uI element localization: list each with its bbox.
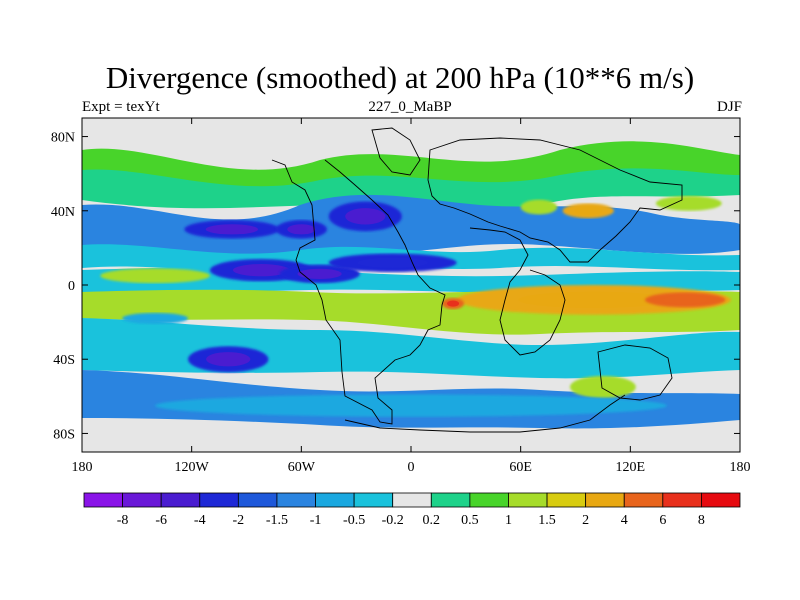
- coastlines: [271, 127, 683, 433]
- coast-americas: [271, 159, 446, 425]
- colorbar-label: 1.5: [538, 513, 556, 528]
- colorbar-swatch: [353, 492, 394, 508]
- field-feature-core: [287, 224, 316, 235]
- field-feature-core: [345, 208, 386, 225]
- colorbar-swatch: [122, 492, 162, 508]
- colorbar-swatch: [701, 492, 741, 508]
- map-title: Divergence (smoothed) at 200 hPa (10**6 …: [105, 60, 695, 95]
- colorbar-label: 0.5: [461, 513, 479, 528]
- colorbar-swatch: [160, 492, 201, 508]
- colorbar-swatch: [546, 492, 587, 508]
- colorbar-swatch: [662, 492, 702, 508]
- coast-australia: [597, 344, 673, 401]
- colorbar-label: -4: [194, 513, 206, 528]
- colorbar-swatch: [585, 492, 625, 508]
- band-polar-neutral: [82, 418, 740, 452]
- field-feature: [520, 199, 558, 215]
- field-feature: [570, 375, 636, 399]
- x-tick-label: 60W: [288, 460, 316, 475]
- colorbar-label: 4: [621, 513, 628, 528]
- y-tick-label: 40S: [53, 353, 75, 368]
- colorbar-swatch: [392, 492, 432, 508]
- colorbar: [83, 492, 741, 508]
- colorbar-swatch: [315, 492, 355, 508]
- season-label: DJF: [716, 99, 742, 115]
- colorbar-label: -1: [310, 513, 322, 528]
- field-feature-core: [357, 257, 428, 268]
- field-feature: [122, 312, 189, 324]
- colorbar-label: -0.5: [343, 513, 365, 528]
- field-feature-core: [206, 352, 251, 367]
- colorbar-label: 1: [505, 513, 512, 528]
- field-feature-core: [663, 295, 708, 304]
- y-tick-label: 80S: [53, 427, 75, 442]
- colorbar-label: 8: [698, 513, 705, 528]
- field-feature: [155, 394, 667, 417]
- colorbar-swatch: [83, 492, 123, 508]
- field-feature-core: [232, 264, 290, 277]
- x-tick-label: 60E: [509, 460, 532, 475]
- case-label: 227_0_MaBP: [368, 99, 452, 115]
- coast-antarctica: [344, 394, 626, 433]
- field-feature: [100, 268, 210, 284]
- colorbar-label: 0.2: [423, 513, 441, 528]
- colorbar-swatch: [469, 492, 509, 508]
- y-tick-label: 0: [68, 279, 75, 294]
- map-field: [82, 118, 740, 452]
- colorbar-swatch: [430, 492, 471, 508]
- colorbar-swatch: [276, 492, 316, 508]
- x-tick-label: 180: [72, 460, 93, 475]
- field-feature-core: [447, 300, 460, 307]
- colorbar-swatch: [508, 492, 548, 508]
- colorbar-label: -0.2: [382, 513, 404, 528]
- y-axis-ticks: 80N 40N 0 40S 80S: [51, 131, 740, 442]
- x-axis-ticks: 180 120W 60W 0 60E 120E 180: [72, 118, 751, 475]
- colorbar-label: -6: [155, 513, 167, 528]
- coast-eurasia: [427, 137, 683, 263]
- colorbar-labels: -8 -6 -4 -2 -1.5 -1 -0.5 -0.2 0.2 0.5 1 1.5 2 4 6 8: [117, 513, 705, 528]
- colorbar-label: 2: [582, 513, 589, 528]
- colorbar-swatch: [199, 492, 239, 508]
- colorbar-label: -2: [233, 513, 245, 528]
- field-feature-core: [297, 268, 342, 279]
- colorbar-label: 6: [659, 513, 666, 528]
- x-tick-label: 180: [730, 460, 751, 475]
- field-feature-core: [205, 224, 259, 235]
- y-tick-label: 80N: [51, 131, 75, 146]
- coast-greenland: [371, 127, 421, 176]
- band-north-teal: [82, 168, 740, 209]
- colorbar-label: -8: [117, 513, 129, 528]
- field-feature-core: [574, 206, 603, 215]
- y-tick-label: 40N: [51, 205, 75, 220]
- x-tick-label: 120E: [616, 460, 646, 475]
- experiment-label: Expt = texYt: [82, 99, 160, 115]
- coast-africa: [469, 227, 566, 356]
- x-tick-label: 120W: [175, 460, 210, 475]
- colorbar-swatch: [623, 492, 664, 508]
- colorbar-label: -1.5: [266, 513, 288, 528]
- field-feature-core: [518, 291, 670, 309]
- field-feature: [655, 195, 722, 211]
- x-tick-label: 0: [408, 460, 415, 475]
- colorbar-swatch: [237, 492, 278, 508]
